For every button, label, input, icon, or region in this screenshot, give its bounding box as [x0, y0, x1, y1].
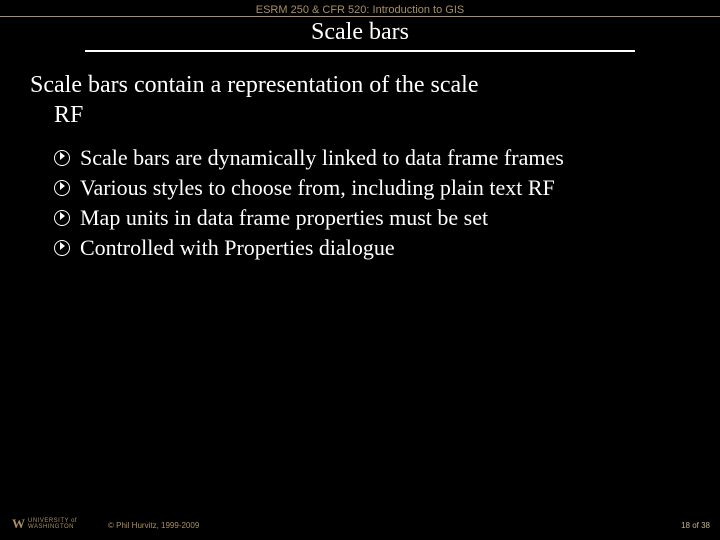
page-number: 18 of 38: [681, 521, 710, 530]
list-item: Scale bars are dynamically linked to dat…: [54, 144, 692, 172]
list-item: Various styles to choose from, including…: [54, 174, 692, 202]
slide-title: Scale bars: [85, 19, 635, 46]
bullet-list: Scale bars are dynamically linked to dat…: [28, 130, 692, 263]
lead-line-2: RF: [30, 100, 692, 130]
list-item: Controlled with Properties dialogue: [54, 234, 692, 262]
slide-content: Scale bars contain a representation of t…: [0, 52, 720, 263]
title-rule: Scale bars: [85, 17, 635, 52]
lead-line-1: Scale bars contain a representation of t…: [30, 72, 478, 98]
lead-paragraph: Scale bars contain a representation of t…: [28, 70, 692, 130]
uw-line2: WASHINGTON: [28, 524, 74, 530]
uw-text: UNIVERSITY of WASHINGTON: [28, 518, 77, 530]
uw-logo: W UNIVERSITY of WASHINGTON: [12, 516, 77, 532]
footer: W UNIVERSITY of WASHINGTON © Phil Hurvit…: [0, 514, 720, 534]
list-item: Map units in data frame properties must …: [54, 204, 692, 232]
copyright: © Phil Hurvitz, 1999-2009: [108, 521, 199, 530]
uw-w-icon: W: [12, 516, 24, 532]
course-header: ESRM 250 & CFR 520: Introduction to GIS: [0, 0, 720, 17]
